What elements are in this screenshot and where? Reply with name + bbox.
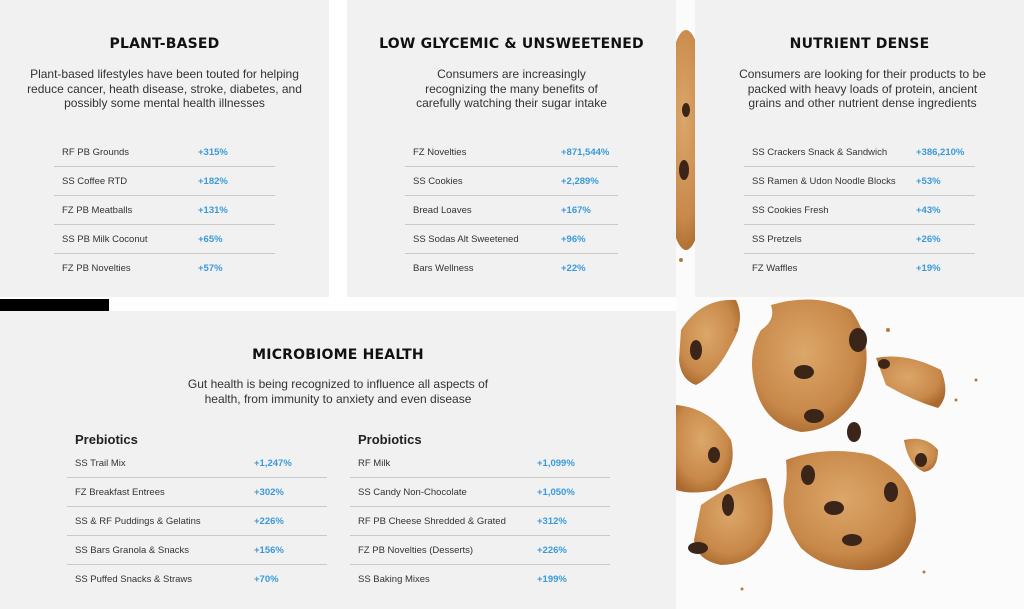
panel-low-glycemic: LOW GLYCEMIC & UNSWEETENED Consumers are…	[347, 0, 676, 297]
panel-title: MICROBIOME HEALTH	[252, 347, 424, 363]
row-value: +302%	[254, 477, 327, 507]
row-value: +315%	[198, 146, 228, 158]
row-name: SS Candy Non-Chocolate	[350, 477, 537, 507]
row-value: +53%	[916, 166, 975, 196]
row-name: SS Trail Mix	[75, 457, 126, 469]
row-value: +156%	[254, 535, 327, 565]
row-name: SS Pretzels	[744, 224, 916, 254]
panel-description: Gut health is being recognized to influe…	[187, 377, 489, 406]
row-value: +65%	[198, 224, 275, 254]
table-row: FZ PB Novelties +57%	[54, 253, 275, 282]
row-value: +57%	[198, 253, 275, 282]
row-name: SS & RF Puddings & Gelatins	[67, 506, 254, 536]
panel-title: NUTRIENT DENSE	[789, 36, 930, 52]
table-row: SS Trail Mix +1,247%	[67, 449, 327, 478]
row-value: +96%	[561, 224, 618, 254]
row-value: +312%	[537, 506, 610, 536]
row-name: FZ Breakfast Entrees	[67, 477, 254, 507]
row-value: +167%	[561, 195, 618, 225]
row-value: +1,099%	[537, 457, 575, 469]
row-name: SS Sodas Alt Sweetened	[405, 224, 561, 254]
row-value: +70%	[254, 564, 327, 593]
panel-description: Plant-based lifestyles have been touted …	[27, 67, 302, 110]
panel-microbiome-health: MICROBIOME HEALTH Gut health is being re…	[0, 311, 676, 609]
row-value: +26%	[916, 224, 975, 254]
table-row: FZ PB Novelties (Desserts) +226%	[350, 535, 610, 565]
table-row: SS Ramen & Udon Noodle Blocks +53%	[744, 166, 975, 196]
row-value: +199%	[537, 564, 610, 593]
table-row: Bars Wellness +22%	[405, 253, 618, 282]
row-name: SS Baking Mixes	[350, 564, 537, 593]
row-value: +131%	[198, 195, 275, 225]
metrics-table: RF PB Grounds +315% SS Coffee RTD +182% FZ…	[54, 138, 275, 282]
redaction-bar	[0, 299, 109, 311]
row-value: +19%	[916, 253, 975, 282]
row-value: +871,544%	[561, 146, 610, 158]
row-value: +1,247%	[254, 457, 292, 469]
row-value: +1,050%	[537, 477, 610, 507]
panel-title: LOW GLYCEMIC & UNSWEETENED	[379, 36, 644, 52]
row-name: SS Crackers Snack & Sandwich	[752, 146, 888, 158]
table-row: SS Candy Non-Chocolate +1,050%	[350, 477, 610, 507]
prebiotics-table: SS Trail Mix +1,247% FZ Breakfast Entrees…	[67, 449, 327, 593]
table-row: SS Pretzels +26%	[744, 224, 975, 254]
row-value: +226%	[537, 535, 610, 565]
table-row: RF PB Grounds +315%	[54, 138, 275, 167]
metrics-table: FZ Novelties +871,544% SS Cookies +2,289% …	[405, 138, 618, 282]
row-value: +22%	[561, 253, 618, 282]
panel-title: PLANT-BASED	[109, 36, 220, 52]
panel-plant-based: PLANT-BASED Plant-based lifestyles have …	[0, 0, 329, 297]
table-row: SS PB Milk Coconut +65%	[54, 224, 275, 254]
panel-nutrient-dense: NUTRIENT DENSE Consumers are looking for…	[695, 0, 1024, 297]
row-name: SS Ramen & Udon Noodle Blocks	[744, 166, 916, 196]
probiotics-table: RF Milk +1,099% SS Candy Non-Chocolate +1,…	[350, 449, 610, 593]
row-name: RF PB Cheese Shredded & Grated	[350, 506, 537, 536]
probiotics-heading: Probiotics	[358, 432, 422, 447]
row-name: FZ PB Meatballs	[54, 195, 198, 225]
row-name: Bars Wellness	[405, 253, 561, 282]
table-row: FZ Novelties +871,544%	[405, 138, 618, 167]
table-row: SS Baking Mixes +199%	[350, 564, 610, 593]
row-value: +43%	[916, 195, 975, 225]
row-name: FZ PB Novelties (Desserts)	[350, 535, 537, 565]
metrics-table: SS Crackers Snack & Sandwich +386,210% SS…	[744, 138, 975, 282]
table-row: SS Sodas Alt Sweetened +96%	[405, 224, 618, 254]
table-row: FZ PB Meatballs +131%	[54, 195, 275, 225]
panel-description: Consumers are increasingly recognizing t…	[416, 67, 607, 110]
table-row: SS Crackers Snack & Sandwich +386,210%	[744, 138, 975, 167]
row-name: SS Bars Granola & Snacks	[67, 535, 254, 565]
prebiotics-heading: Prebiotics	[75, 432, 138, 447]
row-name: SS Puffed Snacks & Straws	[67, 564, 254, 593]
row-name: FZ Waffles	[744, 253, 916, 282]
row-name: FZ PB Novelties	[54, 253, 198, 282]
table-row: SS Puffed Snacks & Straws +70%	[67, 564, 327, 593]
table-row: FZ Breakfast Entrees +302%	[67, 477, 327, 507]
row-value: +182%	[198, 166, 275, 196]
table-row: SS Bars Granola & Snacks +156%	[67, 535, 327, 565]
row-name: RF PB Grounds	[62, 146, 130, 158]
row-value: +386,210%	[916, 146, 965, 158]
panel-description: Consumers are looking for their products…	[739, 67, 986, 110]
table-row: RF PB Cheese Shredded & Grated +312%	[350, 506, 610, 536]
table-row: SS Cookies Fresh +43%	[744, 195, 975, 225]
table-row: RF Milk +1,099%	[350, 449, 610, 478]
row-name: SS PB Milk Coconut	[54, 224, 198, 254]
table-row: SS & RF Puddings & Gelatins +226%	[67, 506, 327, 536]
row-name: SS Coffee RTD	[54, 166, 198, 196]
table-row: SS Coffee RTD +182%	[54, 166, 275, 196]
row-name: RF Milk	[358, 457, 391, 469]
row-name: SS Cookies Fresh	[744, 195, 916, 225]
table-row: FZ Waffles +19%	[744, 253, 975, 282]
row-name: FZ Novelties	[413, 146, 467, 158]
table-row: SS Cookies +2,289%	[405, 166, 618, 196]
row-name: Bread Loaves	[405, 195, 561, 225]
row-value: +226%	[254, 506, 327, 536]
row-name: SS Cookies	[405, 166, 561, 196]
table-row: Bread Loaves +167%	[405, 195, 618, 225]
row-value: +2,289%	[561, 166, 618, 196]
